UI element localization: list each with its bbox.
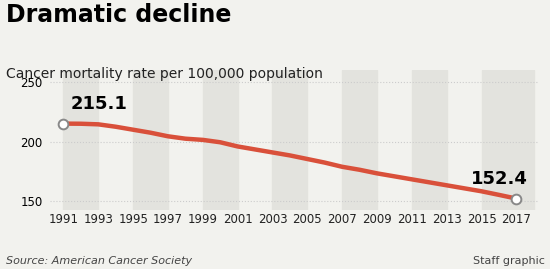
- Bar: [481, 70, 516, 210]
- Bar: [63, 70, 98, 210]
- Bar: [272, 70, 307, 210]
- Text: Dramatic decline: Dramatic decline: [6, 3, 231, 27]
- Text: 152.4: 152.4: [471, 170, 528, 188]
- Bar: [412, 70, 447, 210]
- Text: Staff graphic: Staff graphic: [472, 256, 544, 266]
- Bar: [133, 70, 168, 210]
- Text: 215.1: 215.1: [70, 95, 127, 113]
- Text: Source: American Cancer Society: Source: American Cancer Society: [6, 256, 191, 266]
- Bar: [342, 70, 377, 210]
- Bar: [516, 70, 534, 210]
- Bar: [203, 70, 238, 210]
- Text: Cancer mortality rate per 100,000 population: Cancer mortality rate per 100,000 popula…: [6, 67, 322, 81]
